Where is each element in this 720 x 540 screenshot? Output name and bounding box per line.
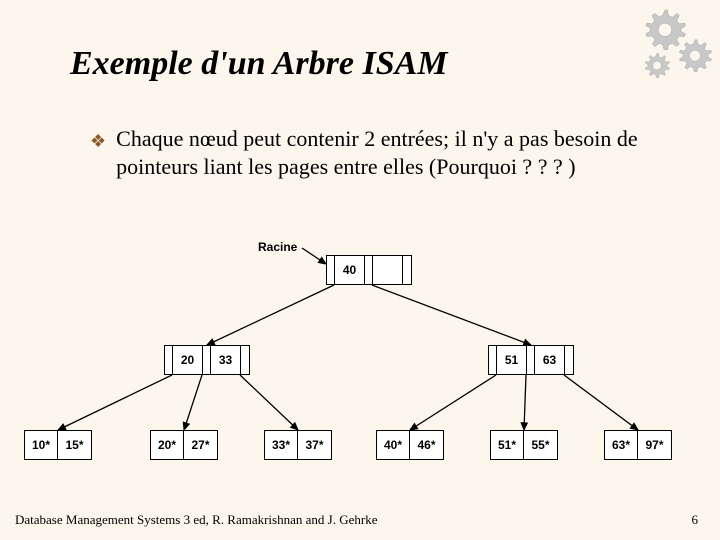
tree-leaf-node: 40*46* — [376, 430, 444, 460]
node-pointer-slot — [565, 346, 573, 374]
node-pointer-slot — [241, 346, 249, 374]
leaf-entry: 15* — [58, 431, 91, 459]
node-pointer-slot — [327, 256, 335, 284]
node-key: 51 — [497, 346, 527, 374]
tree-index-node: 2033 — [164, 345, 250, 375]
node-key: 33 — [211, 346, 241, 374]
gear-icon — [678, 38, 712, 77]
tree-leaf-node: 20*27* — [150, 430, 218, 460]
leaf-entry: 55* — [524, 431, 557, 459]
leaf-entry: 40* — [377, 431, 410, 459]
bullet-icon: ❖ — [90, 128, 106, 154]
isam-tree-diagram: Racine 402033516310*15*20*27*33*37*40*46… — [0, 230, 720, 490]
node-key: 63 — [535, 346, 565, 374]
leaf-entry: 97* — [638, 431, 671, 459]
tree-leaf-node: 10*15* — [24, 430, 92, 460]
leaf-entry: 20* — [151, 431, 184, 459]
leaf-entry: 51* — [491, 431, 524, 459]
bullet-text: Chaque nœud peut contenir 2 entrées; il … — [116, 125, 660, 181]
tree-leaf-node: 51*55* — [490, 430, 558, 460]
tree-leaf-node: 33*37* — [264, 430, 332, 460]
leaf-entry: 27* — [184, 431, 217, 459]
leaf-entry: 46* — [410, 431, 443, 459]
leaf-entry: 63* — [605, 431, 638, 459]
leaf-entry: 33* — [265, 431, 298, 459]
tree-leaf-node: 63*97* — [604, 430, 672, 460]
page-title: Exemple d'un Arbre ISAM — [70, 45, 448, 83]
root-label: Racine — [258, 240, 297, 254]
node-key: 20 — [173, 346, 203, 374]
bullet-item: ❖ Chaque nœud peut contenir 2 entrées; i… — [90, 125, 660, 181]
node-pointer-slot — [403, 256, 411, 284]
tree-root-node: 40 — [326, 255, 412, 285]
tree-index-node: 51 63 — [488, 345, 574, 375]
gear-icon — [644, 52, 670, 83]
node-pointer-slot — [203, 346, 211, 374]
node-key — [373, 256, 403, 284]
page-number: 6 — [692, 512, 699, 528]
node-pointer-slot — [489, 346, 497, 374]
leaf-entry: 37* — [298, 431, 331, 459]
node-pointer-slot — [365, 256, 373, 284]
node-pointer-slot — [165, 346, 173, 374]
node-pointer-slot — [527, 346, 535, 374]
leaf-entry: 10* — [25, 431, 58, 459]
footer-citation: Database Management Systems 3 ed, R. Ram… — [15, 512, 377, 528]
node-key: 40 — [335, 256, 365, 284]
